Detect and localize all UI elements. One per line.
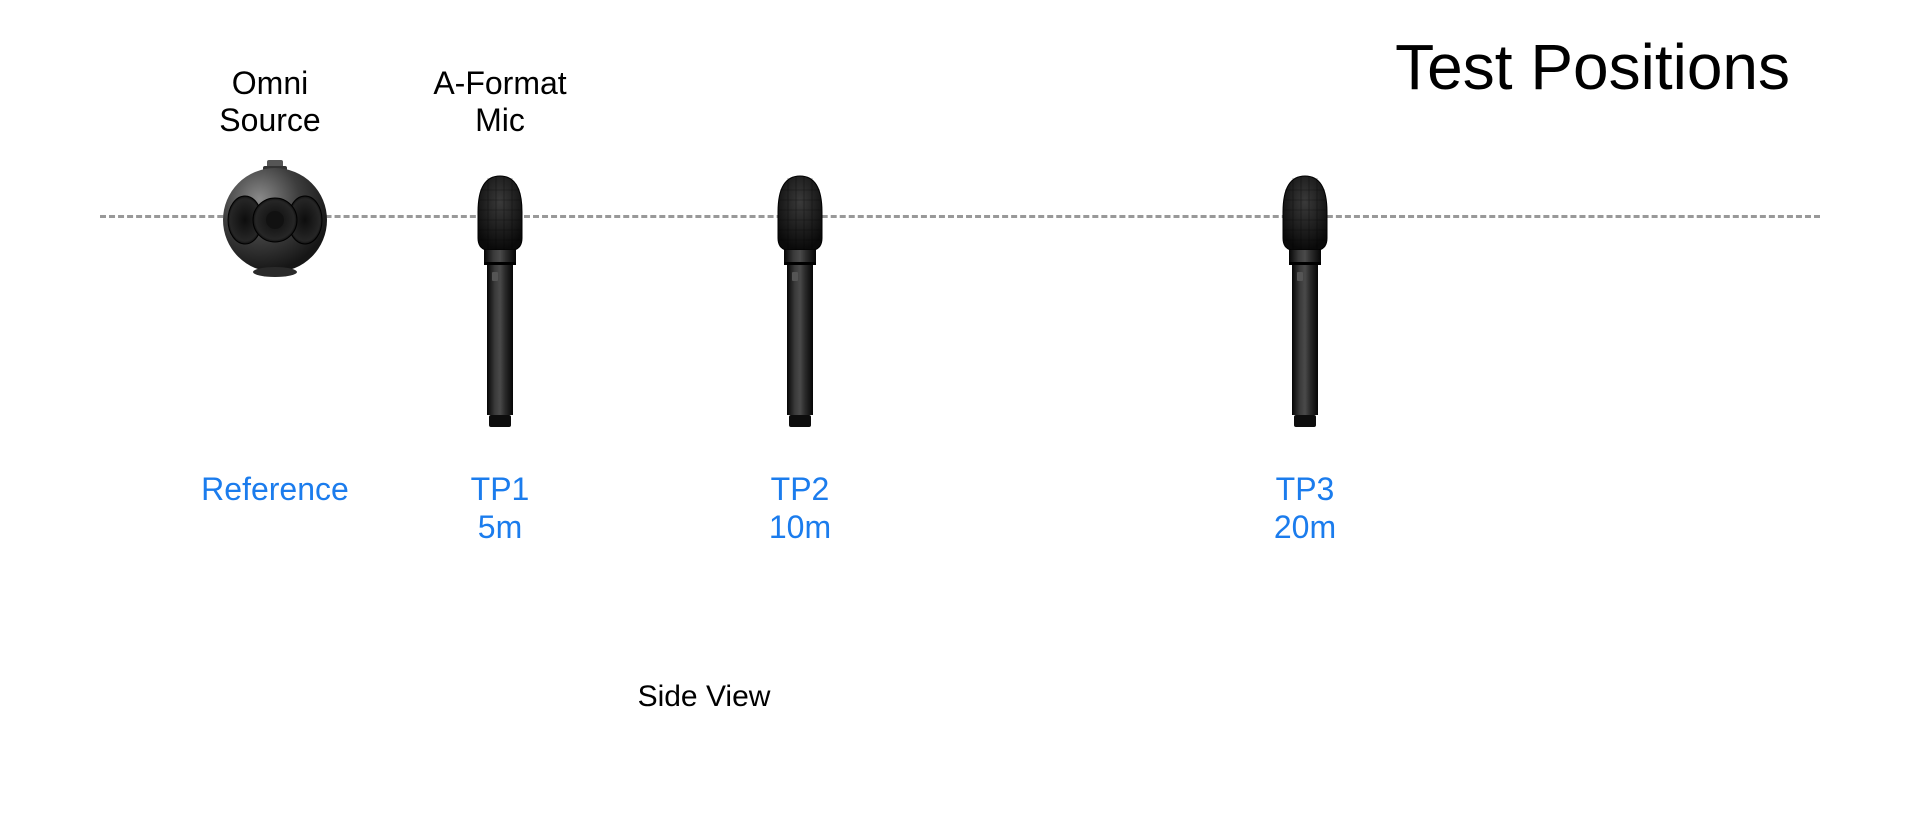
tp1-label-dist: 5m: [478, 509, 522, 545]
tp3-label: TP3 20m: [1274, 470, 1336, 547]
microphone-icon: [472, 172, 528, 430]
omni-source-speaker: [215, 158, 335, 278]
microphone-tp1: [472, 172, 528, 430]
tp2-label-name: TP2: [771, 471, 830, 507]
tp2-label-dist: 10m: [769, 509, 831, 545]
omni-source-label-line1: Omni: [232, 65, 308, 101]
reference-label: Reference: [201, 470, 349, 508]
reference-label-text: Reference: [201, 471, 349, 507]
tp3-label-dist: 20m: [1274, 509, 1336, 545]
side-view-label: Side View: [638, 680, 771, 714]
aformat-mic-label-line2: Mic: [475, 102, 525, 138]
page-title: Test Positions: [1395, 30, 1790, 104]
tp3-label-name: TP3: [1276, 471, 1335, 507]
axis-dashed-line: [100, 215, 1820, 218]
tp1-label: TP1 5m: [471, 470, 530, 547]
microphone-icon: [1277, 172, 1333, 430]
microphone-icon: [772, 172, 828, 430]
microphone-tp3: [1277, 172, 1333, 430]
omni-source-label: Omni Source: [219, 65, 320, 139]
omni-source-icon: [215, 158, 335, 278]
microphone-tp2: [772, 172, 828, 430]
aformat-mic-label-line1: A-Format: [433, 65, 566, 101]
omni-source-label-line2: Source: [219, 102, 320, 138]
tp1-label-name: TP1: [471, 471, 530, 507]
tp2-label: TP2 10m: [769, 470, 831, 547]
aformat-mic-label: A-Format Mic: [433, 65, 566, 139]
